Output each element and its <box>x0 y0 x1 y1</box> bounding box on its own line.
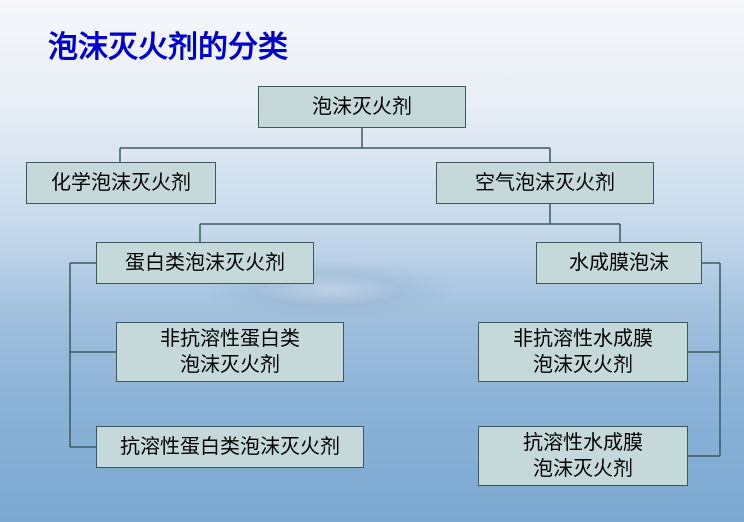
node-protein-a: 非抗溶性蛋白类 泡沫灭火剂 <box>116 322 344 382</box>
node-afff: 水成膜泡沫 <box>536 242 702 284</box>
node-afff-a: 非抗溶性水成膜 泡沫灭火剂 <box>478 322 688 382</box>
node-protein-b: 抗溶性蛋白类泡沫灭火剂 <box>96 426 364 468</box>
page-title: 泡沫灭火剂的分类 <box>48 22 288 66</box>
node-root: 泡沫灭火剂 <box>258 86 466 128</box>
node-air-foam: 空气泡沫灭火剂 <box>436 162 654 204</box>
node-afff-b: 抗溶性水成膜 泡沫灭火剂 <box>478 426 688 486</box>
node-protein-foam: 蛋白类泡沫灭火剂 <box>96 242 314 284</box>
node-chemical-foam: 化学泡沫灭火剂 <box>26 162 216 204</box>
